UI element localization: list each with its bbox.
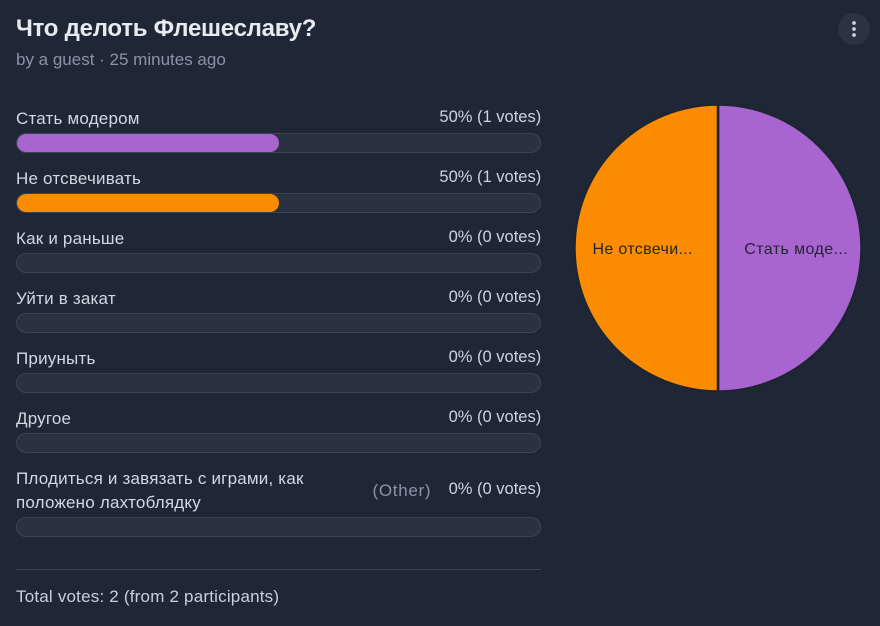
svg-text:Стать моде...: Стать моде...: [744, 241, 848, 258]
svg-text:Не отсвечи...: Не отсвечи...: [592, 241, 692, 258]
